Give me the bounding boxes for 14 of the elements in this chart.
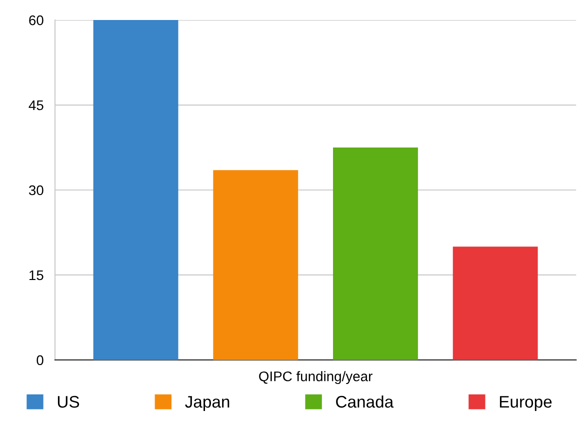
legend-label: US — [58, 396, 80, 408]
bar — [93, 20, 178, 360]
legend-label: Canada — [336, 395, 394, 408]
legend-label: Europe — [500, 396, 552, 411]
y-tick-label: 0 — [36, 355, 44, 366]
y-tick-label: 60 — [29, 15, 44, 26]
y-tick-label: 45 — [28, 100, 44, 110]
bar — [213, 170, 298, 360]
y-tick-label: 15 — [30, 270, 44, 280]
x-tick-label: QIPC funding/year — [259, 371, 372, 384]
legend-label: Japan — [185, 396, 230, 411]
bar — [333, 148, 418, 360]
y-tick-label: 30 — [28, 185, 44, 196]
bar — [452, 246, 538, 360]
